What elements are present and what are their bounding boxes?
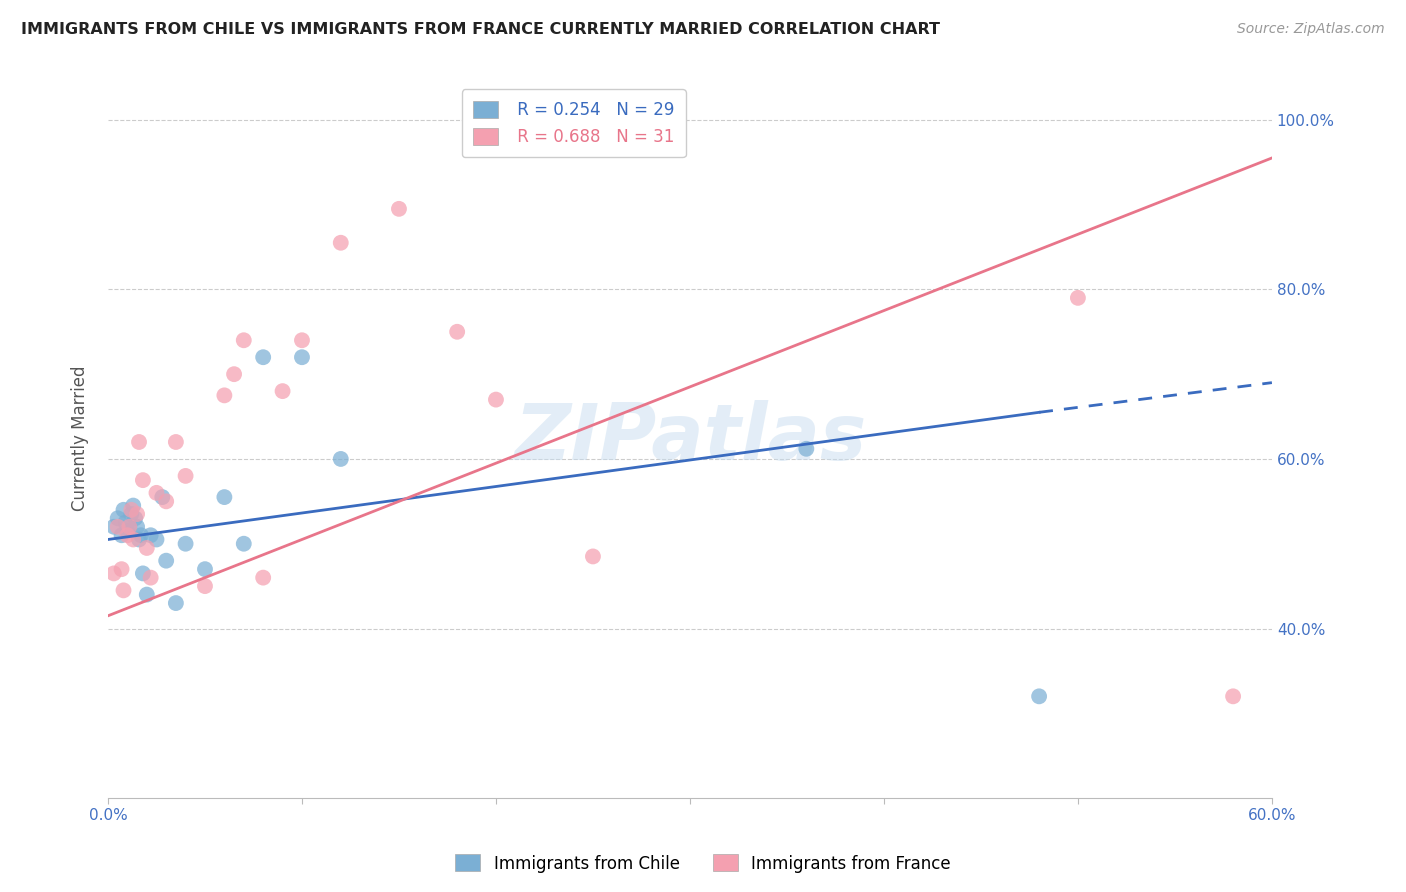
Point [122,499,145,513]
Point [124,511,146,525]
Point [222,367,245,381]
Point [1222,690,1244,704]
Point [122,533,145,547]
Point [388,202,411,216]
Point [103,566,125,581]
Point [127,507,149,521]
Point [127,520,149,534]
Point [110,528,132,542]
Point [110,562,132,576]
Point [214,490,236,504]
Point [135,588,157,602]
Point [117,528,139,542]
Point [214,388,236,402]
Legend: Immigrants from Chile, Immigrants from France: Immigrants from Chile, Immigrants from F… [449,847,957,880]
Text: ZIPatlas: ZIPatlas [513,400,866,475]
Point [582,549,605,564]
Point [329,235,352,250]
Point [232,333,254,347]
Point [174,469,197,483]
Point [139,528,162,542]
Point [118,520,141,534]
Point [794,442,817,456]
Point [118,520,141,534]
Point [103,520,125,534]
Point [150,490,173,504]
Point [165,596,187,610]
Point [129,528,152,542]
Point [155,494,177,508]
Point [107,511,129,525]
Point [194,562,217,576]
Point [139,571,162,585]
Point [132,566,155,581]
Point [232,537,254,551]
Point [135,541,157,555]
Point [145,533,167,547]
Point [155,554,177,568]
Legend:  R = 0.254   N = 29,  R = 0.688   N = 31: R = 0.254 N = 29, R = 0.688 N = 31 [461,89,686,157]
Point [271,384,294,398]
Point [112,583,135,598]
Point [1067,291,1090,305]
Point [329,452,352,467]
Point [194,579,217,593]
Point [112,503,135,517]
Point [252,571,274,585]
Point [117,524,139,538]
Point [128,435,150,450]
Text: Source: ZipAtlas.com: Source: ZipAtlas.com [1237,22,1385,37]
Point [107,520,129,534]
Point [114,516,136,530]
Point [291,350,314,364]
Point [446,325,468,339]
Point [120,507,142,521]
Point [252,350,274,364]
Point [120,503,142,517]
Y-axis label: Currently Married: Currently Married [72,365,89,510]
Point [485,392,508,407]
Point [291,333,314,347]
Point [128,533,150,547]
Point [145,486,167,500]
Point [174,537,197,551]
Text: IMMIGRANTS FROM CHILE VS IMMIGRANTS FROM FRANCE CURRENTLY MARRIED CORRELATION CH: IMMIGRANTS FROM CHILE VS IMMIGRANTS FROM… [21,22,941,37]
Point [132,473,155,487]
Point [1028,690,1050,704]
Point [165,435,187,450]
